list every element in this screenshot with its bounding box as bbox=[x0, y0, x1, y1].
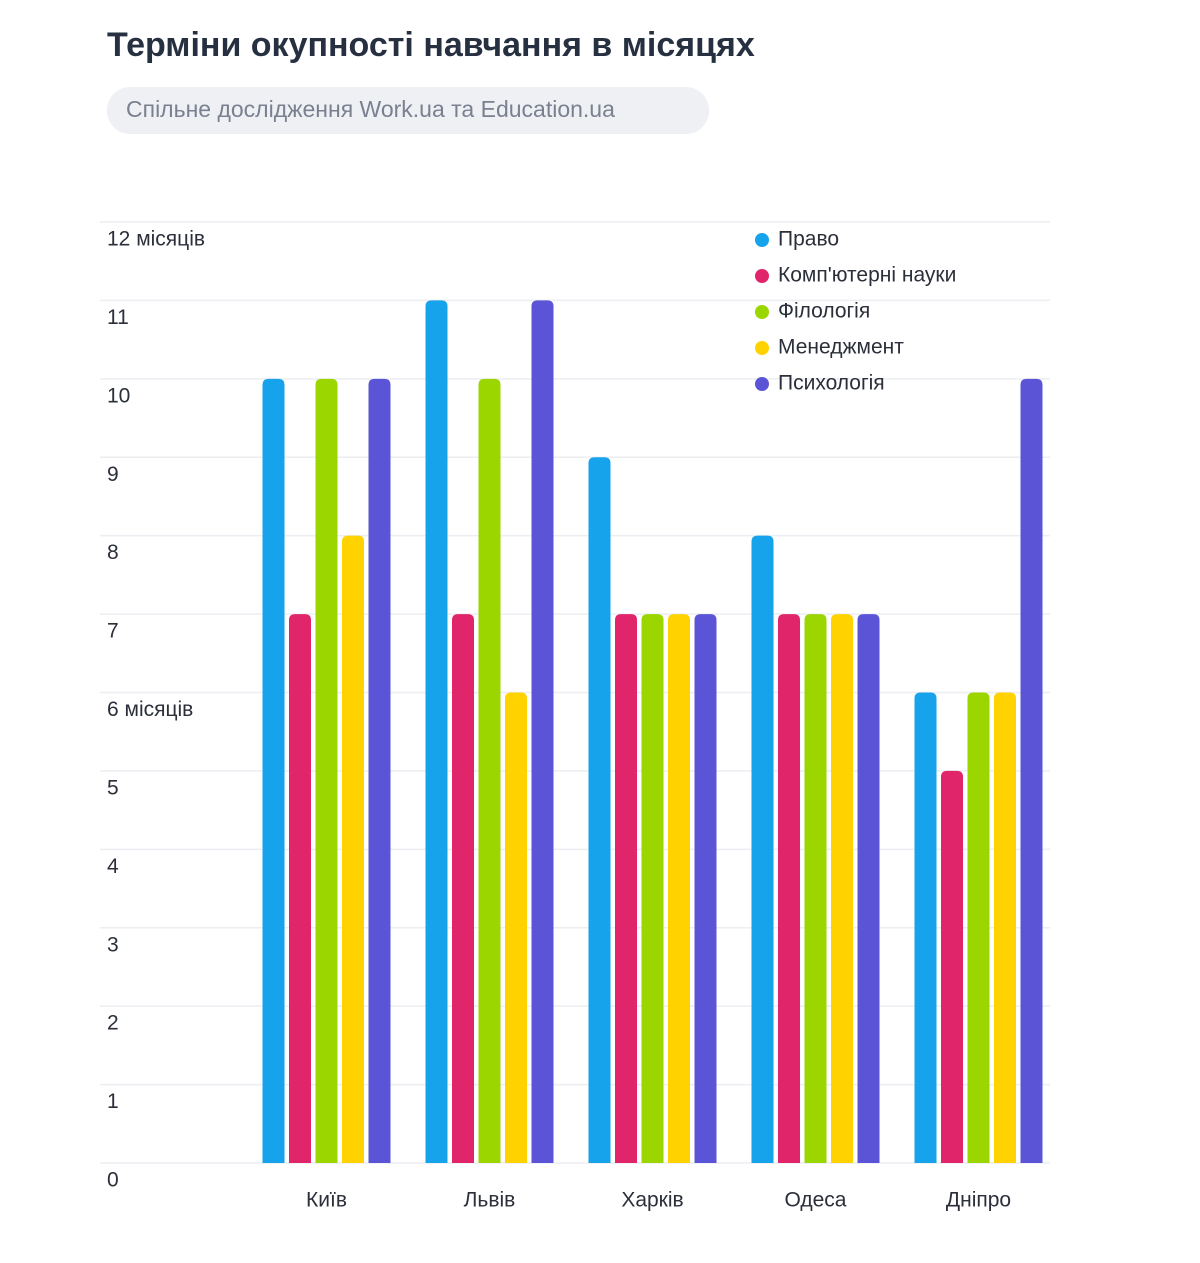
y-tick-label: 8 bbox=[107, 541, 119, 564]
bar bbox=[778, 614, 800, 1163]
bar bbox=[505, 692, 527, 1163]
bar bbox=[804, 614, 827, 1163]
bar bbox=[668, 614, 690, 1163]
x-tick-label: Дніпро bbox=[946, 1189, 1011, 1212]
bar bbox=[368, 378, 391, 1163]
legend-marker bbox=[755, 233, 769, 247]
x-tick-label: Львів bbox=[464, 1189, 516, 1212]
bar bbox=[588, 457, 611, 1163]
legend-marker bbox=[755, 341, 769, 355]
bar bbox=[831, 614, 853, 1163]
bar bbox=[342, 535, 364, 1163]
legend-marker bbox=[755, 305, 769, 319]
y-tick-label: 2 bbox=[107, 1012, 119, 1035]
bar bbox=[478, 378, 501, 1163]
bar bbox=[857, 614, 880, 1163]
legend-label: Право bbox=[778, 228, 839, 251]
bar bbox=[262, 378, 285, 1163]
subtitle-pill bbox=[107, 87, 709, 134]
y-tick-label: 5 bbox=[107, 776, 119, 799]
bar bbox=[425, 300, 448, 1164]
bar bbox=[452, 614, 474, 1163]
bar bbox=[615, 614, 637, 1163]
legend-marker bbox=[755, 377, 769, 391]
legend-label: Філологія bbox=[778, 300, 870, 323]
bar bbox=[1020, 378, 1043, 1163]
legend-label: Менеджмент bbox=[778, 336, 904, 359]
bar bbox=[315, 378, 338, 1163]
bar bbox=[289, 614, 311, 1163]
y-tick-label: 1 bbox=[107, 1090, 119, 1113]
legend-label: Комп'ютерні науки bbox=[778, 264, 956, 287]
x-tick-label: Одеса bbox=[785, 1189, 847, 1212]
bar bbox=[914, 692, 937, 1163]
bar bbox=[641, 614, 664, 1163]
bar bbox=[531, 300, 554, 1164]
y-tick-label: 9 bbox=[107, 463, 119, 486]
x-tick-label: Харків bbox=[621, 1189, 683, 1212]
chart-subtitle: Спільне дослідження Work.ua та Education… bbox=[126, 96, 615, 122]
legend-marker bbox=[755, 269, 769, 283]
y-tick-label: 6 місяців bbox=[107, 698, 193, 721]
y-tick-label: 0 bbox=[107, 1169, 119, 1192]
bar bbox=[694, 614, 717, 1163]
x-tick-label: Київ bbox=[306, 1189, 347, 1212]
bar bbox=[941, 770, 963, 1163]
y-tick-label: 3 bbox=[107, 933, 119, 956]
y-tick-label: 11 bbox=[107, 306, 129, 329]
y-tick-label: 12 місяців bbox=[107, 228, 205, 251]
bar bbox=[994, 692, 1016, 1163]
y-tick-label: 7 bbox=[107, 620, 119, 643]
bar bbox=[967, 692, 990, 1163]
y-tick-label: 4 bbox=[107, 855, 119, 878]
chart-title: Терміни окупності навчання в місяцях bbox=[107, 26, 755, 64]
bar bbox=[751, 535, 774, 1163]
y-tick-label: 10 bbox=[107, 384, 130, 407]
legend-label: Психологія bbox=[778, 372, 885, 395]
